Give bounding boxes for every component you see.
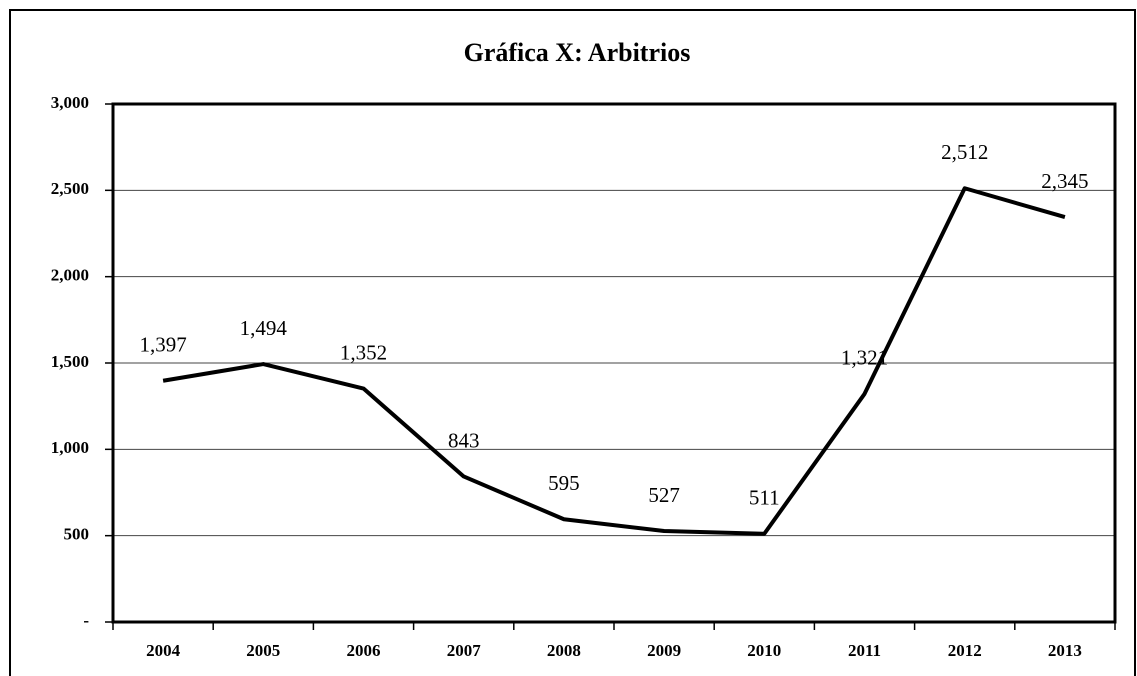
y-tick-label: 1,000: [51, 438, 89, 457]
chart-title: Gráfica X: Arbitrios: [464, 38, 691, 67]
frame: [9, 9, 1136, 676]
x-tick-label: 2012: [948, 641, 982, 660]
x-tick-label: 2010: [747, 641, 781, 660]
data-label: 2,512: [941, 140, 988, 164]
y-tick-label: 3,000: [51, 93, 89, 112]
x-tick-label: 2009: [647, 641, 681, 660]
data-label: 595: [548, 471, 580, 495]
data-label: 843: [448, 428, 480, 452]
y-tick-label: 2,000: [51, 266, 89, 285]
x-tick-label: 2006: [347, 641, 381, 660]
data-line: [162, 186, 1066, 536]
x-tick-label: 2011: [848, 641, 881, 660]
y-tick-label: 500: [64, 525, 90, 544]
y-tick-label: 1,500: [51, 352, 89, 371]
x-tick-label: 2013: [1048, 641, 1082, 660]
y-tick-label: 2,500: [51, 179, 89, 198]
data-label: 1,494: [240, 316, 288, 340]
x-tick-label: 2005: [246, 641, 280, 660]
x-tick-label: 2007: [447, 641, 482, 660]
x-tick-label: 2008: [547, 641, 581, 660]
data-label: 1,321: [841, 346, 888, 370]
data-label: 511: [749, 486, 780, 510]
data-label: 1,397: [139, 333, 186, 357]
data-label: 1,352: [340, 340, 387, 364]
x-tick-label: 2004: [146, 641, 181, 660]
data-label: 527: [648, 483, 680, 507]
y-tick-label: -: [83, 611, 89, 630]
data-label: 2,345: [1041, 169, 1088, 193]
